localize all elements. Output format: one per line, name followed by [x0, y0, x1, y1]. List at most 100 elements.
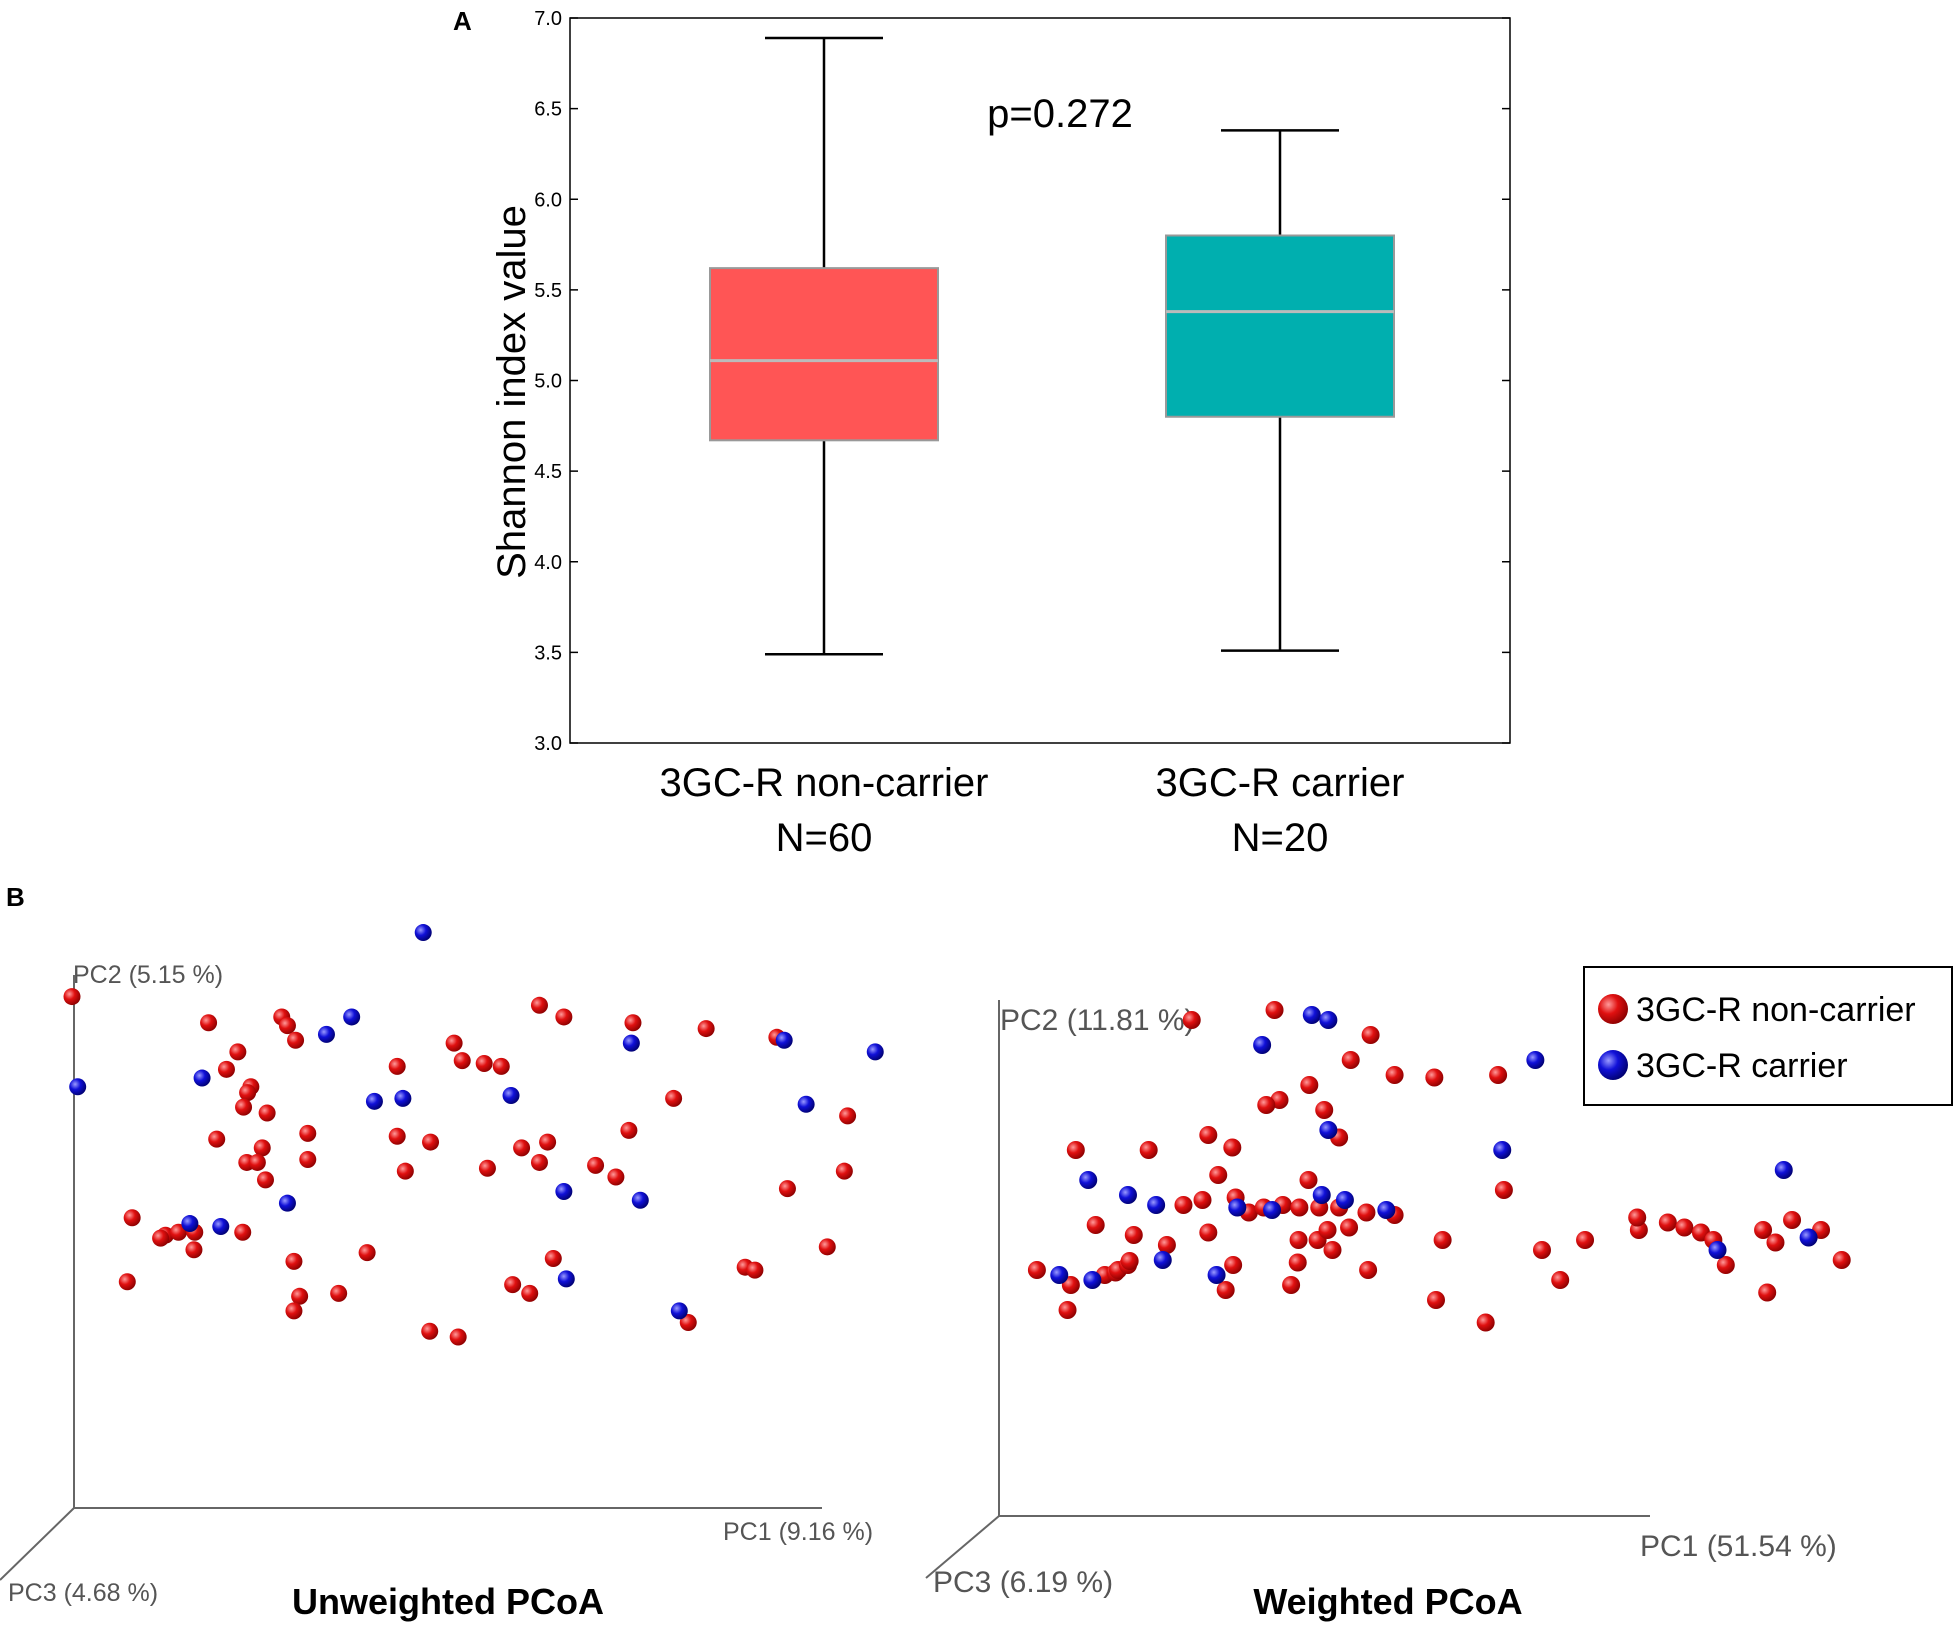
point-non-carrier — [422, 1133, 440, 1151]
point-non-carrier — [235, 1098, 253, 1116]
scatter-points — [63, 924, 884, 1346]
x-label-non-carrier-n: N=60 — [776, 816, 873, 860]
point-non-carrier — [217, 1060, 235, 1078]
y-tick-label: 3.5 — [534, 642, 562, 664]
point-non-carrier — [278, 1017, 296, 1035]
pc2-label: PC2 (11.81 %) — [1000, 1004, 1195, 1037]
point-non-carrier — [1265, 1001, 1284, 1019]
pc3-label: PC3 (4.68 %) — [8, 1579, 158, 1607]
point-non-carrier — [185, 1241, 203, 1259]
point-non-carrier — [1476, 1313, 1495, 1332]
point-non-carrier — [697, 1020, 715, 1038]
point-non-carrier — [504, 1276, 522, 1294]
legend-frame — [1583, 966, 1953, 1106]
point-carrier — [1050, 1266, 1069, 1284]
point-non-carrier — [299, 1151, 317, 1169]
point-non-carrier — [544, 1249, 562, 1267]
pc1-label: PC1 (9.16 %) — [723, 1518, 873, 1546]
point-non-carrier — [63, 988, 81, 1006]
point-carrier — [1253, 1036, 1272, 1054]
point-non-carrier — [1223, 1138, 1242, 1157]
point-carrier — [1153, 1251, 1172, 1269]
point-non-carrier — [1318, 1221, 1337, 1239]
point-non-carrier — [1193, 1191, 1212, 1209]
point-non-carrier — [453, 1052, 471, 1070]
point-non-carrier — [679, 1313, 697, 1331]
y-tick-label: 4.0 — [534, 552, 562, 574]
point-non-carrier — [839, 1107, 857, 1125]
iqr-box — [1165, 234, 1395, 418]
point-non-carrier — [478, 1159, 496, 1177]
point-non-carrier — [1359, 1261, 1378, 1279]
iqr-box — [709, 267, 939, 442]
point-carrier — [1799, 1228, 1818, 1247]
x-label-non-carrier: 3GC-R non-carrier — [660, 761, 989, 805]
point-non-carrier — [229, 1043, 247, 1061]
legend-label-non-carrier: 3GC-R non-carrier — [1636, 991, 1916, 1029]
point-non-carrier — [1425, 1068, 1444, 1087]
point-non-carrier — [1299, 1171, 1318, 1189]
x-label-carrier-n: N=20 — [1232, 816, 1329, 860]
box-series — [709, 36, 1395, 656]
point-non-carrier — [1323, 1241, 1342, 1259]
point-non-carrier — [475, 1055, 493, 1072]
y-tick-label: 5.0 — [534, 371, 562, 393]
point-carrier — [622, 1034, 640, 1052]
point-non-carrier — [1315, 1101, 1334, 1119]
p-value-annotation: p=0.272 — [987, 92, 1133, 136]
point-non-carrier — [234, 1223, 252, 1241]
point-non-carrier — [299, 1124, 317, 1142]
point-non-carrier — [530, 1153, 548, 1171]
point-carrier — [212, 1217, 230, 1235]
point-non-carrier — [449, 1328, 467, 1346]
point-non-carrier — [152, 1229, 170, 1247]
point-carrier — [69, 1078, 87, 1096]
point-carrier — [1207, 1266, 1226, 1284]
point-carrier — [1335, 1191, 1354, 1209]
point-non-carrier — [539, 1133, 557, 1151]
point-non-carrier — [665, 1089, 683, 1107]
point-non-carrier — [1551, 1271, 1570, 1289]
point-non-carrier — [1257, 1096, 1276, 1114]
point-non-carrier — [1124, 1226, 1143, 1244]
point-non-carrier — [492, 1057, 510, 1075]
point-non-carrier — [1027, 1261, 1046, 1279]
point-non-carrier — [1675, 1218, 1694, 1237]
point-non-carrier — [620, 1121, 638, 1139]
point-non-carrier — [587, 1156, 605, 1174]
point-non-carrier — [123, 1209, 141, 1227]
point-non-carrier — [388, 1127, 406, 1145]
point-carrier — [1774, 1161, 1793, 1179]
point-non-carrier — [1385, 1066, 1404, 1084]
point-non-carrier — [1199, 1223, 1218, 1242]
point-carrier — [278, 1194, 296, 1212]
point-non-carrier — [835, 1162, 853, 1180]
y-tick-label: 3.0 — [534, 733, 562, 755]
point-non-carrier — [285, 1302, 303, 1320]
pc3-axis — [0, 1507, 75, 1581]
point-carrier — [1377, 1201, 1396, 1219]
y-tick-label: 7.0 — [534, 8, 562, 30]
point-carrier — [1263, 1201, 1282, 1219]
point-non-carrier — [358, 1244, 376, 1262]
point-carrier — [866, 1043, 884, 1061]
point-non-carrier — [239, 1084, 257, 1102]
point-carrier — [1083, 1271, 1102, 1289]
pc1-label: PC1 (51.54 %) — [1640, 1530, 1837, 1563]
y-tick-label: 6.0 — [534, 189, 562, 211]
chart-title-unweighted: Unweighted PCoA — [292, 1581, 604, 1622]
point-carrier — [343, 1008, 361, 1026]
point-non-carrier — [396, 1162, 414, 1180]
pc3-label: PC3 (6.19 %) — [933, 1566, 1113, 1599]
legend-swatch-non-carrier — [1598, 994, 1628, 1024]
panel-label-b: B — [6, 882, 25, 912]
legend-swatch-carrier — [1598, 1050, 1628, 1080]
point-carrier — [193, 1069, 211, 1087]
unweighted-pcoa-plot: PC2 (5.15 %) PC1 (9.16 %) PC3 (4.68 %) U… — [0, 924, 884, 1622]
point-carrier — [1147, 1196, 1166, 1214]
point-non-carrier — [287, 1031, 305, 1049]
point-non-carrier — [1433, 1231, 1452, 1249]
point-non-carrier — [1341, 1051, 1360, 1069]
point-non-carrier — [1216, 1281, 1235, 1299]
